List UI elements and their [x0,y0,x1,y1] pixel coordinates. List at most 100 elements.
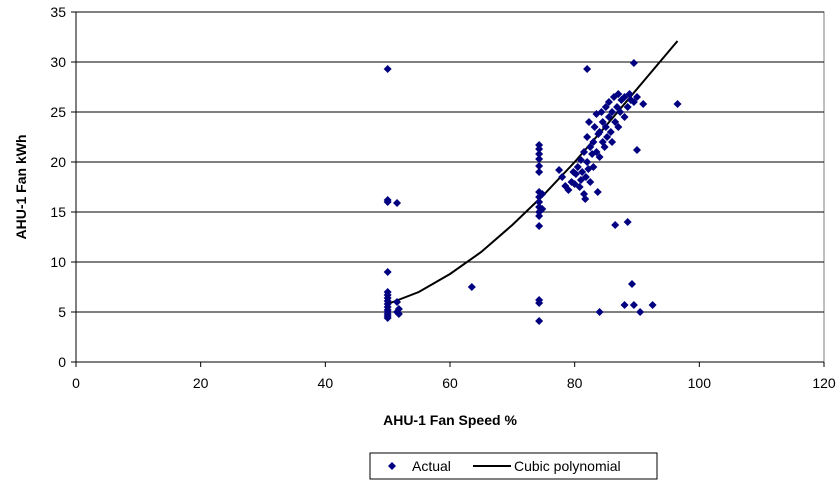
data-point-39 [555,166,564,174]
data-point-54 [581,195,590,203]
x-tick-label-0: 0 [72,375,80,391]
data-point-81 [606,128,615,136]
fit-line-layer [387,40,679,305]
data-point-109 [636,308,645,316]
data-point-105 [628,280,637,288]
data-point-83 [608,138,617,146]
data-point-3 [393,199,402,207]
data-point-0 [383,65,392,73]
y-tick-label-10: 10 [50,254,66,270]
data-point-72 [597,108,606,116]
data-point-75 [600,143,609,151]
data-point-24 [535,155,544,163]
data-point-65 [590,123,599,131]
data-point-56 [583,158,592,166]
y-tick-label-35: 35 [50,4,66,20]
y-tick-label-30: 30 [50,54,66,70]
plot-area-border [75,11,825,363]
data-point-101 [673,100,682,108]
data-point-29 [535,198,544,206]
data-point-37 [538,190,547,198]
data-point-97 [633,93,641,101]
data-points-layer [383,59,682,325]
data-point-99 [583,65,592,73]
data-point-33 [535,222,544,230]
legend-label-fit: Cubic polynomial [514,458,621,474]
data-point-80 [604,98,613,106]
data-point-82 [608,108,617,116]
y-tick-label-0: 0 [58,354,66,370]
data-point-16 [393,298,402,306]
legend-label-actual: Actual [412,458,451,474]
axes [71,11,825,367]
cubic-fit-line [387,40,679,305]
data-point-36 [535,317,544,325]
data-point-48 [575,183,584,191]
data-point-98 [639,100,648,108]
y-tick-label-15: 15 [50,204,66,220]
data-point-93 [623,103,632,111]
data-point-63 [589,138,598,146]
data-point-26 [535,168,544,176]
data-point-96 [629,98,638,106]
y-tick-label-25: 25 [50,104,66,120]
data-point-102 [633,146,641,154]
data-point-77 [601,103,610,111]
data-point-23 [535,150,544,158]
data-point-60 [586,143,595,151]
legend-box [369,452,658,480]
y-axis-title: AHU-1 Fan kWh [13,135,29,240]
data-point-25 [535,162,544,170]
x-tick-label-20: 20 [193,375,209,391]
data-point-57 [583,133,592,141]
data-point-86 [613,103,622,111]
data-point-76 [601,123,610,131]
data-point-15 [383,314,392,322]
data-point-42 [564,186,573,194]
data-point-110 [595,308,604,316]
data-point-55 [581,173,590,181]
data-point-61 [586,178,595,186]
plot-area [75,11,825,363]
y-tick-label-20: 20 [50,154,66,170]
legend-marker-actual [388,462,396,470]
data-point-32 [535,212,544,220]
legend: Actual Cubic polynomial [369,452,658,480]
gridlines [76,11,824,313]
x-axis-title: AHU-1 Fan Speed % [383,412,517,428]
data-point-19 [394,310,403,318]
data-point-35 [535,299,544,307]
x-tick-label-100: 100 [688,375,712,391]
data-point-40 [558,173,567,181]
data-point-46 [571,170,580,178]
data-point-106 [620,301,629,309]
data-point-87 [614,123,623,131]
data-point-85 [611,118,620,126]
data-point-91 [620,113,629,121]
data-point-51 [578,168,587,176]
data-point-94 [625,90,634,98]
y-tick-label-5: 5 [58,304,66,320]
x-tick-label-120: 120 [812,375,836,391]
data-point-4 [383,268,392,276]
data-point-22 [535,145,544,153]
data-point-2 [383,198,392,206]
data-point-64 [589,163,598,171]
data-point-88 [614,90,623,98]
data-point-66 [592,148,601,156]
data-point-100 [629,59,638,67]
data-point-74 [598,118,607,126]
data-point-79 [604,113,613,121]
data-point-71 [595,128,604,136]
data-point-68 [593,188,602,196]
data-point-108 [648,301,657,309]
data-point-104 [623,218,632,226]
data-point-38 [538,205,547,213]
data-point-103 [611,221,620,229]
x-tick-label-80: 80 [567,375,583,391]
data-point-107 [629,301,638,309]
data-point-59 [585,118,594,126]
data-point-47 [573,163,582,171]
x-tick-labels: 0 20 40 60 80 100 120 [72,375,836,391]
